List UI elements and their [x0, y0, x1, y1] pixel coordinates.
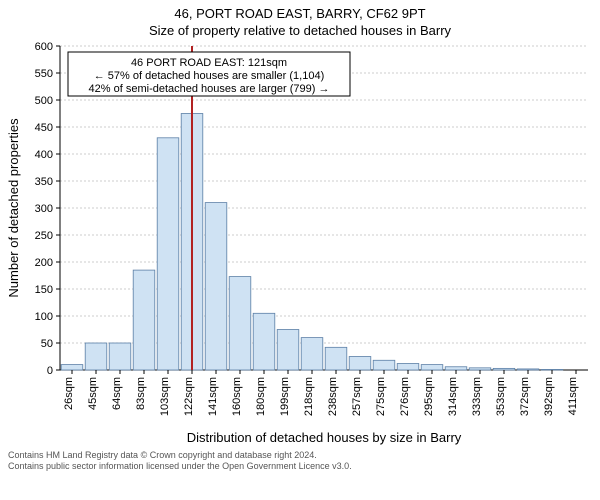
x-tick-label: 122sqm	[183, 377, 195, 416]
y-tick-label: 0	[47, 365, 53, 377]
x-tick-label: 392sqm	[543, 377, 555, 416]
x-tick-label: 160sqm	[231, 377, 243, 416]
bar	[349, 357, 371, 371]
bar	[85, 343, 107, 370]
footer-line-2: Contains public sector information licen…	[8, 461, 592, 472]
x-tick-label: 372sqm	[519, 377, 531, 416]
bar	[205, 203, 227, 370]
y-tick-label: 100	[35, 311, 53, 323]
y-tick-label: 450	[35, 122, 53, 134]
x-tick-label: 276sqm	[399, 377, 411, 416]
x-tick-label: 83sqm	[135, 377, 147, 410]
y-tick-label: 150	[35, 284, 53, 296]
bar	[445, 367, 467, 370]
footer-line-1: Contains HM Land Registry data © Crown c…	[8, 450, 592, 461]
x-tick-label: 199sqm	[279, 377, 291, 416]
y-tick-label: 300	[35, 203, 53, 215]
bar	[253, 313, 275, 370]
y-tick-label: 350	[35, 176, 53, 188]
bar	[325, 347, 347, 370]
bar	[301, 338, 323, 370]
x-tick-label: 275sqm	[375, 377, 387, 416]
bar	[109, 343, 131, 370]
bar	[469, 368, 491, 370]
y-tick-label: 500	[35, 95, 53, 107]
y-tick-label: 250	[35, 230, 53, 242]
x-axis-label: Distribution of detached houses by size …	[187, 430, 462, 445]
y-tick-label: 50	[41, 338, 53, 350]
x-tick-label: 218sqm	[303, 377, 315, 416]
bar	[493, 368, 515, 370]
x-tick-label: 411sqm	[567, 377, 579, 415]
bar	[541, 369, 563, 370]
y-tick-label: 600	[35, 41, 53, 53]
x-tick-label: 314sqm	[447, 377, 459, 416]
bar	[229, 277, 251, 370]
bar	[517, 369, 539, 370]
info-line-2: ← 57% of detached houses are smaller (1,…	[94, 70, 325, 82]
bar	[373, 360, 395, 370]
chart-area: 0 50 100 150 200 250 300 350 400 450 500 550 600 26sq…	[0, 38, 600, 448]
y-axis-label: Number of detached properties	[6, 118, 21, 298]
x-tick-label: 353sqm	[495, 377, 507, 416]
x-tick-label: 64sqm	[111, 377, 123, 410]
info-line-1: 46 PORT ROAD EAST: 121sqm	[131, 57, 287, 69]
page-subtitle: Size of property relative to detached ho…	[0, 23, 600, 38]
y-tick-label: 400	[35, 149, 53, 161]
y-tick-label: 550	[35, 68, 53, 80]
info-line-3: 42% of semi-detached houses are larger (…	[89, 83, 330, 95]
x-tick-label: 103sqm	[159, 377, 171, 416]
page-title: 46, PORT ROAD EAST, BARRY, CF62 9PT	[0, 6, 600, 21]
bar	[61, 365, 83, 370]
bar	[133, 270, 155, 370]
bar	[397, 364, 419, 370]
x-tick-label: 238sqm	[327, 377, 339, 416]
x-tick-label: 180sqm	[255, 377, 267, 416]
x-tick-label: 141sqm	[207, 377, 219, 416]
histogram-chart: 0 50 100 150 200 250 300 350 400 450 500 550 600 26sq…	[0, 38, 600, 448]
x-tick-label: 26sqm	[63, 377, 75, 410]
bar	[157, 138, 179, 370]
bar	[277, 330, 299, 371]
x-tick-label: 45sqm	[87, 377, 99, 410]
bar	[421, 365, 443, 370]
x-tick-label: 333sqm	[471, 377, 483, 416]
y-tick-label: 200	[35, 257, 53, 269]
x-tick-label: 295sqm	[423, 377, 435, 416]
header: 46, PORT ROAD EAST, BARRY, CF62 9PT Size…	[0, 0, 600, 38]
footer: Contains HM Land Registry data © Crown c…	[0, 448, 600, 473]
x-tick-label: 257sqm	[351, 377, 363, 416]
